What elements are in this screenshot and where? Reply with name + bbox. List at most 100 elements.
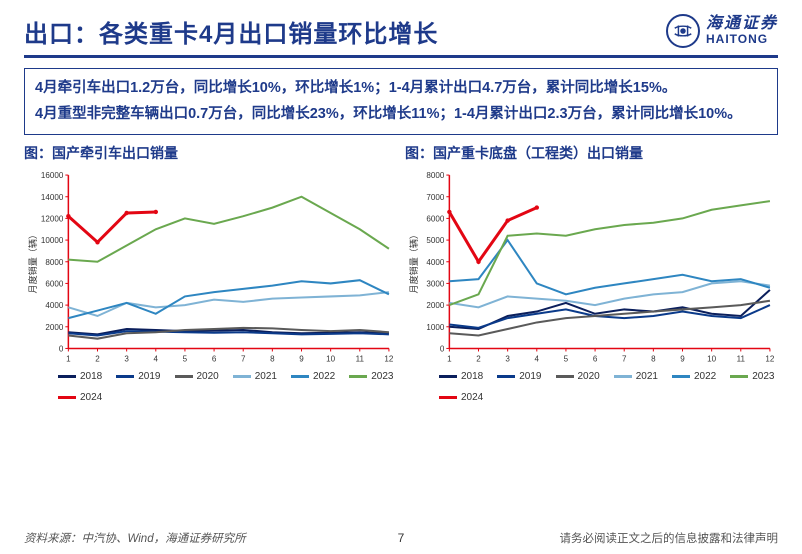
svg-text:8: 8 [270,354,275,363]
header-rule [24,55,778,58]
svg-text:7: 7 [622,354,627,363]
svg-text:11: 11 [737,354,746,363]
svg-text:1000: 1000 [426,323,444,332]
svg-text:9: 9 [299,354,304,363]
summary-p2: 4月重型非完整车辆出口0.7万台，同比增长23%，环比增长11%；1-4月累计出… [35,103,767,125]
svg-text:7000: 7000 [426,193,444,202]
legend-swatch [175,375,193,378]
legend-label: 2020 [578,371,600,382]
svg-text:5: 5 [183,354,188,363]
svg-text:4000: 4000 [45,301,63,310]
legend-item: 2024 [439,392,483,403]
chart-left: 图：国产牵引车出口销量 0 2000 4000 6000 8000 10000 12000 1… [24,143,397,403]
page-number: 7 [398,531,405,545]
legend-swatch [730,375,748,378]
svg-text:6: 6 [593,354,598,363]
legend-label: 2021 [255,371,277,382]
chart-left-title: 图：国产牵引车出口销量 [24,143,397,163]
svg-text:4: 4 [154,354,159,363]
svg-text:2: 2 [476,354,481,363]
legend-item: 2018 [439,371,483,382]
svg-text:2000: 2000 [426,301,444,310]
legend-swatch [58,396,76,399]
legend-item: 2022 [291,371,335,382]
svg-text:0: 0 [59,344,64,353]
legend-item: 2021 [614,371,658,382]
logo: 海通证券 HAITONG [666,14,778,48]
svg-text:6000: 6000 [45,279,63,288]
legend-item: 2023 [730,371,774,382]
svg-text:1: 1 [447,354,452,363]
svg-text:月度销量（辆）: 月度销量（辆） [27,230,38,293]
svg-text:10: 10 [707,354,716,363]
legend-swatch [291,375,309,378]
chart-left-svg: 0200040006000800010000120001400016000123… [24,167,397,369]
header: 出口：各类重卡4月出口销量环比增长 海通证券 HAITONG [0,0,802,55]
svg-text:0: 0 [440,344,445,353]
svg-text:月度销量（辆）: 月度销量（辆） [408,230,419,293]
legend-left: 2018 2019 2020 2021 2022 2023 2024 [24,369,397,403]
page-title: 出口：各类重卡4月出口销量环比增长 [24,14,438,49]
legend-label: 2018 [80,371,102,382]
legend-label: 2019 [138,371,160,382]
svg-text:2000: 2000 [45,323,63,332]
legend-item: 2023 [349,371,393,382]
svg-text:12000: 12000 [41,214,64,223]
summary-box: 4月牵引车出口1.2万台，同比增长10%，环比增长1%；1-4月累计出口4.7万… [24,68,778,135]
svg-text:6000: 6000 [426,214,444,223]
svg-text:3: 3 [124,354,129,363]
legend-label: 2024 [461,392,483,403]
charts-row: 图：国产牵引车出口销量 0200040006000800010000120001… [0,143,802,403]
legend-swatch [233,375,251,378]
svg-text:5000: 5000 [426,236,444,245]
legend-item: 2020 [175,371,219,382]
svg-text:14000: 14000 [41,193,64,202]
logo-cn: 海通证券 [706,16,778,33]
svg-text:11: 11 [356,354,365,363]
logo-text: 海通证券 HAITONG [706,16,778,45]
svg-text:12: 12 [384,354,393,363]
legend-label: 2022 [313,371,335,382]
legend-swatch [497,375,515,378]
svg-text:5: 5 [564,354,569,363]
svg-text:10: 10 [326,354,335,363]
haitong-logo-icon [666,14,700,48]
svg-text:8: 8 [651,354,656,363]
footer-disclaimer: 请务必阅读正文之后的信息披露和法律声明 [560,530,779,546]
svg-text:8000: 8000 [45,258,63,267]
legend-item: 2020 [556,371,600,382]
svg-text:2: 2 [95,354,100,363]
chart-right: 图：国产重卡底盘（工程类）出口销量 0 1000 2000 3000 4000 5000 6… [405,143,778,403]
legend-swatch [614,375,632,378]
legend-label: 2018 [461,371,483,382]
svg-text:4000: 4000 [426,258,444,267]
legend-label: 2023 [752,371,774,382]
svg-text:9: 9 [680,354,685,363]
legend-item: 2024 [58,392,102,403]
legend-swatch [439,375,457,378]
legend-item: 2019 [497,371,541,382]
svg-text:10000: 10000 [41,236,64,245]
legend-swatch [672,375,690,378]
legend-swatch [439,396,457,399]
svg-text:16000: 16000 [41,171,64,180]
legend-item: 2019 [116,371,160,382]
legend-label: 2020 [197,371,219,382]
svg-text:3000: 3000 [426,279,444,288]
legend-item: 2022 [672,371,716,382]
legend-label: 2021 [636,371,658,382]
legend-item: 2021 [233,371,277,382]
legend-right: 2018 2019 2020 2021 2022 2023 2024 [405,369,778,403]
legend-label: 2019 [519,371,541,382]
logo-en: HAITONG [706,33,778,46]
footer-source: 资料来源：中汽协、Wind，海通证券研究所 [24,530,246,546]
svg-text:7: 7 [241,354,246,363]
legend-swatch [556,375,574,378]
chart-right-title: 图：国产重卡底盘（工程类）出口销量 [405,143,778,163]
legend-label: 2022 [694,371,716,382]
legend-swatch [349,375,367,378]
svg-text:1: 1 [66,354,71,363]
chart-right-svg: 0100020003000400050006000700080001234567… [405,167,778,369]
svg-text:8000: 8000 [426,171,444,180]
legend-label: 2024 [80,392,102,403]
